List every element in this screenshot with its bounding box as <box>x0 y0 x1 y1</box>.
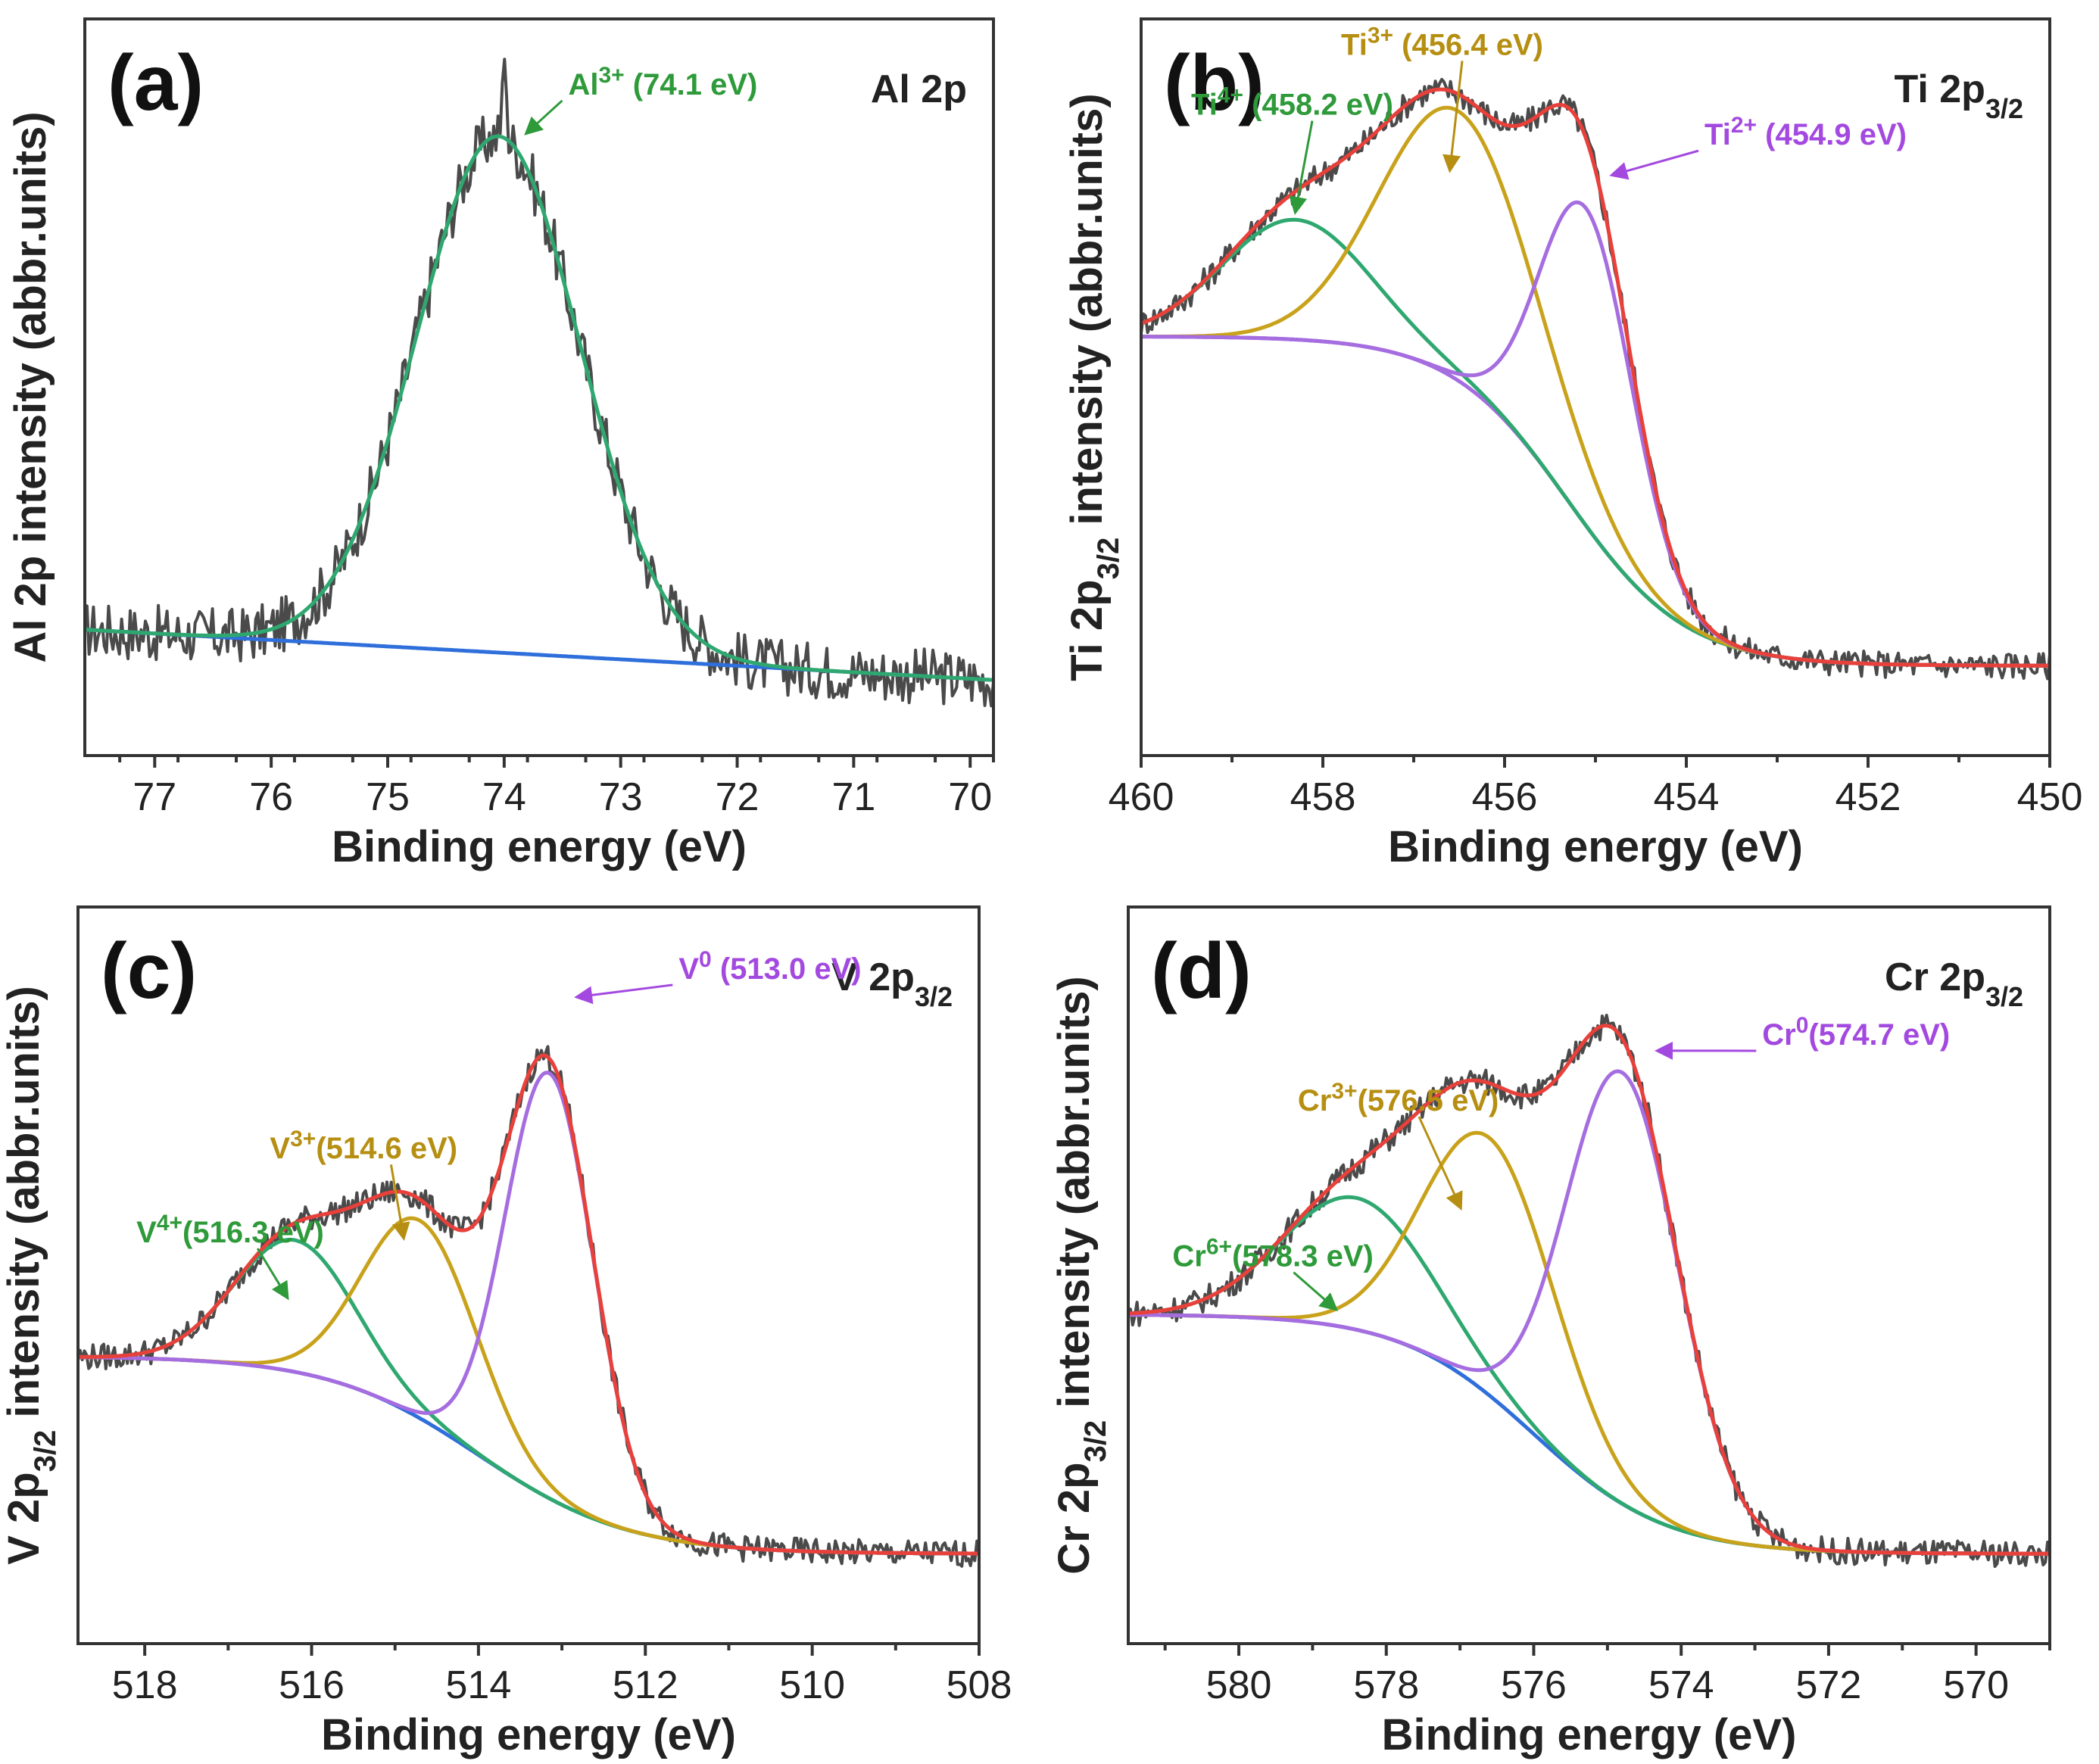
annotation-arrow <box>1289 120 1314 216</box>
plot-area <box>1128 1014 2050 1568</box>
core-level-title: Ti 2p3/2 <box>1895 67 2023 124</box>
axes-frame <box>76 905 981 1645</box>
x-tick-label: 76 <box>249 775 293 819</box>
peak-annotation: Cr3+(576.5 eV) <box>1298 1078 1499 1211</box>
x-tick-label: 514 <box>446 1663 512 1707</box>
x-tick-label: 458 <box>1290 775 1356 819</box>
annotation-label: Cr3+(576.5 eV) <box>1298 1078 1499 1117</box>
fit-envelope <box>1128 1024 2050 1556</box>
axes-frame <box>1127 905 2051 1645</box>
plot-area <box>85 58 993 708</box>
annotation-label: Cr6+(578.3 eV) <box>1172 1234 1373 1273</box>
x-tick-label: 460 <box>1109 775 1174 819</box>
peak-annotation: V0 (513.0 eV) <box>574 946 862 1005</box>
x-tick-label: 518 <box>112 1663 178 1707</box>
plot-area <box>1141 77 2050 681</box>
panel-b: 460 458 456 454 452 450 Binding energy (eV) Ti … <box>1062 17 2083 871</box>
y-axis-title: Cr 2p3/2 intensity (abbr.units) <box>1050 976 1112 1574</box>
x-tick-label: 508 <box>947 1663 1012 1707</box>
x-tick-label: 452 <box>1835 775 1901 819</box>
x-tick-label: 456 <box>1472 775 1538 819</box>
y-axis-title: Ti 2p3/2 intensity (abbr.units) <box>1062 93 1125 681</box>
annotation-arrow <box>1293 1271 1339 1311</box>
fit-component-al3plus <box>85 134 993 682</box>
x-tick-label: 454 <box>1654 775 1720 819</box>
annotation-label: Al3+ (74.1 eV) <box>568 62 757 101</box>
y-axis-title: Al 2p intensity (abbr.units) <box>6 111 55 662</box>
x-tick-label: 576 <box>1501 1663 1567 1707</box>
peak-annotation: Ti4+ (458.2 eV) <box>1191 83 1393 216</box>
annotation-label: V4+(516.3 eV) <box>136 1210 324 1249</box>
x-tick-label: 516 <box>279 1663 345 1707</box>
experimental-trace <box>78 1045 979 1568</box>
fit-envelope <box>78 1053 979 1556</box>
x-tick-label: 578 <box>1353 1663 1419 1707</box>
x-tick-label: 572 <box>1796 1663 1862 1707</box>
core-level-title: V 2p3/2 <box>831 955 953 1012</box>
core-level-title: Al 2p <box>871 67 967 111</box>
x-tick-label: 574 <box>1648 1663 1714 1707</box>
annotation-arrow <box>1442 61 1464 173</box>
x-tick-label: 73 <box>599 775 643 819</box>
annotation-arrow <box>574 983 673 1005</box>
peak-annotation: V4+(516.3 eV) <box>136 1210 324 1301</box>
panel-a: 77 76 75 74 73 72 71 70 Binding energy (eV) Al 2p… <box>6 17 995 871</box>
x-tick-label: 510 <box>779 1663 845 1707</box>
peak-annotation: Cr0(574.7 eV) <box>1654 1012 1950 1060</box>
x-tick-label: 71 <box>831 775 875 819</box>
x-tick-label: 512 <box>613 1663 678 1707</box>
x-axis-title: Binding energy (eV) <box>1388 822 1803 871</box>
plot-area <box>78 1045 979 1568</box>
panel-d: 580 578 576 574 572 570 Binding energy (eV) Cr … <box>1050 905 2051 1759</box>
annotation-arrow <box>1418 1116 1463 1211</box>
x-axis-title: Binding energy (eV) <box>332 822 747 871</box>
x-tick-label: 450 <box>2017 775 2083 819</box>
fit-envelope <box>1141 87 2050 668</box>
annotation-label: Ti3+ (456.4 eV) <box>1341 23 1543 62</box>
annotation-arrow <box>1609 149 1699 180</box>
annotation-label: Ti4+ (458.2 eV) <box>1191 83 1393 122</box>
axes-frame <box>83 17 995 757</box>
annotation-arrow <box>389 1164 410 1241</box>
x-tick-label: 70 <box>948 775 992 819</box>
annotation-label: Ti2+ (454.9 eV) <box>1704 113 1907 152</box>
x-tick-label: 72 <box>716 775 759 819</box>
annotation-arrow <box>524 99 563 136</box>
x-tick-label: 580 <box>1206 1663 1272 1707</box>
peak-annotation: Ti2+ (454.9 eV) <box>1609 113 1907 180</box>
annotation-label: V0 (513.0 eV) <box>678 946 861 986</box>
panel-letter: (b) <box>1164 39 1265 127</box>
x-axis-title: Binding energy (eV) <box>321 1710 736 1759</box>
peak-annotation: Ti3+ (456.4 eV) <box>1341 23 1543 173</box>
x-tick-label: 570 <box>1943 1663 2009 1707</box>
panel-letter: (a) <box>108 39 204 127</box>
panel-letter: (d) <box>1151 927 1252 1015</box>
panel-c: 518 516 514 512 510 508 Binding energy (eV) V 2… <box>0 905 1012 1759</box>
peak-annotation: Al3+ (74.1 eV) <box>524 62 757 136</box>
experimental-trace <box>1128 1014 2050 1568</box>
x-tick-label: 77 <box>133 775 176 819</box>
x-tick-label: 75 <box>366 775 410 819</box>
annotation-label: Cr0(574.7 eV) <box>1762 1012 1950 1052</box>
annotation-label: V3+(514.6 eV) <box>270 1127 457 1166</box>
core-level-title: Cr 2p3/2 <box>1885 955 2023 1012</box>
peak-annotation: V3+(514.6 eV) <box>270 1127 457 1241</box>
annotation-arrow <box>256 1248 289 1301</box>
y-axis-title: V 2p3/2 intensity (abbr.units) <box>0 986 62 1565</box>
panel-letter: (c) <box>101 927 197 1015</box>
x-tick-label: 74 <box>482 775 526 819</box>
peak-annotation: Cr6+(578.3 eV) <box>1172 1234 1374 1311</box>
x-axis-title: Binding energy (eV) <box>1382 1710 1797 1759</box>
